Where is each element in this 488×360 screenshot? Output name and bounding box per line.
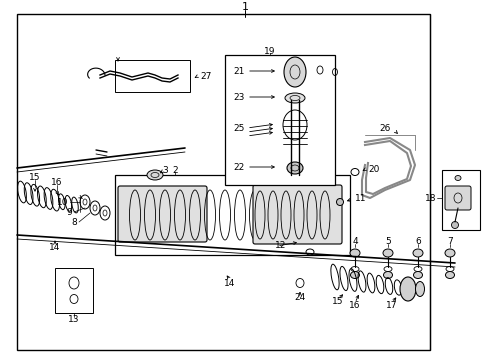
Text: 17: 17: [386, 301, 397, 310]
Text: 16: 16: [348, 301, 360, 310]
FancyBboxPatch shape: [252, 185, 341, 244]
Text: 2: 2: [172, 166, 178, 175]
FancyBboxPatch shape: [118, 186, 206, 242]
Ellipse shape: [284, 57, 305, 87]
Bar: [55, 268, 93, 313]
Text: 21: 21: [233, 67, 244, 76]
Ellipse shape: [350, 271, 359, 279]
Text: 7: 7: [446, 237, 452, 246]
Bar: [115, 175, 349, 255]
Ellipse shape: [147, 170, 163, 180]
Ellipse shape: [286, 162, 303, 174]
Bar: [224, 55, 334, 185]
Text: 26: 26: [379, 123, 390, 132]
Ellipse shape: [285, 93, 305, 103]
Text: 18: 18: [424, 194, 435, 202]
Text: 14: 14: [49, 243, 61, 252]
Ellipse shape: [412, 249, 422, 257]
Ellipse shape: [399, 277, 415, 301]
Text: 13: 13: [68, 315, 80, 324]
Bar: [17, 14, 429, 350]
Text: 4: 4: [351, 237, 357, 246]
Text: 6: 6: [414, 237, 420, 246]
Ellipse shape: [383, 271, 392, 279]
Text: 15: 15: [29, 172, 41, 181]
Text: 25: 25: [233, 123, 244, 132]
Text: 14: 14: [224, 279, 235, 288]
FancyBboxPatch shape: [444, 186, 470, 210]
Ellipse shape: [415, 282, 424, 297]
Text: 3: 3: [162, 166, 167, 175]
Ellipse shape: [445, 271, 453, 279]
Text: 22: 22: [233, 162, 244, 171]
Ellipse shape: [336, 198, 343, 206]
Text: 5: 5: [385, 237, 390, 246]
Bar: [441, 170, 479, 230]
Ellipse shape: [382, 249, 392, 257]
Text: 19: 19: [264, 46, 275, 55]
Ellipse shape: [413, 271, 422, 279]
Ellipse shape: [450, 221, 458, 229]
Text: 1: 1: [241, 2, 248, 12]
Ellipse shape: [454, 176, 460, 180]
Text: 11: 11: [354, 194, 366, 202]
Text: 12: 12: [274, 240, 286, 249]
Text: 9: 9: [66, 207, 72, 216]
Text: 20: 20: [367, 165, 379, 174]
Ellipse shape: [349, 249, 359, 257]
Text: 15: 15: [331, 297, 343, 306]
Bar: [115, 60, 190, 92]
Text: 8: 8: [71, 217, 77, 226]
Text: 23: 23: [233, 93, 244, 102]
Text: 24: 24: [294, 293, 305, 302]
Text: 16: 16: [51, 177, 62, 186]
Ellipse shape: [444, 249, 454, 257]
Text: 10: 10: [57, 198, 68, 207]
Text: 27: 27: [200, 72, 211, 81]
